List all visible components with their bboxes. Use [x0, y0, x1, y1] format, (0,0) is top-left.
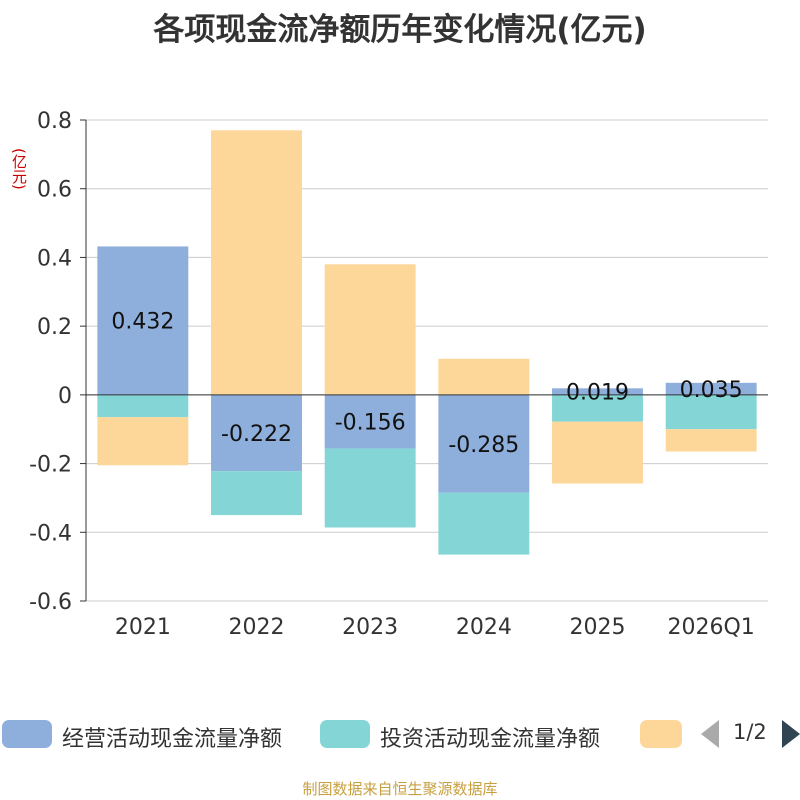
x-tick-label: 2026Q1: [668, 615, 755, 640]
x-tick-label: 2021: [115, 615, 171, 640]
x-tick-label: 2023: [342, 615, 398, 640]
data-label: -0.156: [335, 411, 406, 436]
legend: 经营活动现金流量净额 投资活动现金流量净额 1/2: [0, 712, 800, 756]
data-labels: 0.432 -0.222 -0.156 -0.285 0.019 0.035: [111, 310, 742, 458]
y-tick-label: 0.2: [37, 315, 72, 340]
bar-2025-series-1: [552, 394, 643, 422]
bar-2024-series-1: [438, 492, 530, 555]
y-tick-label: -0.2: [29, 453, 72, 478]
data-label: 0.019: [566, 381, 629, 406]
chart-plot: 0.8 0.6 0.4 0.2 0 -0.2 -0.4 -0.6 2021 2022 2023 202…: [29, 109, 768, 640]
y-tick-label: 0.4: [37, 246, 72, 271]
y-tick-label: -0.6: [29, 590, 72, 615]
bar-2021-series-0: [97, 246, 189, 395]
bar-2022-series-2: [211, 130, 302, 395]
bar-2022-series-1: [211, 471, 302, 516]
y-tick-label: -0.4: [29, 521, 72, 546]
data-source-note: 制图数据来自恒生聚源数据库: [302, 780, 498, 798]
y-tick-label: 0: [58, 384, 72, 409]
bar-2022-series-0: [211, 394, 302, 472]
triangle-right-icon[interactable]: [782, 720, 800, 748]
y-tick-label: 0.6: [37, 178, 72, 203]
data-label: -0.285: [448, 433, 519, 458]
data-label: 0.432: [111, 310, 174, 335]
legend-label-investing: 投资活动现金流量净额: [380, 727, 601, 752]
x-tick-label: 2025: [570, 615, 626, 640]
bar-2025-series-0: [552, 388, 643, 395]
bar-2023-series-2: [324, 264, 416, 395]
bar-2025-series-2: [552, 421, 643, 484]
bar-2026Q1-series-2: [665, 429, 757, 452]
data-label: -0.222: [221, 422, 292, 447]
legend-label-operating: 经营活动现金流量净额: [62, 727, 283, 752]
x-tick-label: 2024: [456, 615, 512, 640]
bars: [97, 130, 757, 555]
axes: 0.8 0.6 0.4 0.2 0 -0.2 -0.4 -0.6 2021 2022 2023 202…: [29, 109, 768, 640]
bar-2026Q1-series-0: [665, 382, 757, 395]
triangle-left-icon[interactable]: [701, 720, 719, 748]
bar-2023-series-0: [324, 394, 416, 449]
bar-2021-series-2: [97, 417, 189, 466]
legend-swatch-investing: [320, 720, 370, 748]
chart-title: 各项现金流净额历年变化情况(亿元): [153, 12, 647, 48]
bar-2026Q1-series-1: [665, 394, 757, 430]
legend-swatch-third-series: [640, 720, 682, 748]
legend-swatch-operating: [2, 720, 52, 748]
bar-2021-series-1: [97, 394, 189, 418]
legend-page-indicator: 1/2: [733, 720, 767, 744]
bar-2024-series-2: [438, 358, 530, 395]
bar-2023-series-1: [324, 448, 416, 528]
y-axis-unit-label: (亿元): [10, 148, 28, 190]
y-tick-label: 0.8: [37, 109, 72, 134]
data-label: 0.035: [680, 378, 743, 403]
x-tick-label: 2022: [229, 615, 285, 640]
bar-2024-series-0: [438, 394, 530, 493]
